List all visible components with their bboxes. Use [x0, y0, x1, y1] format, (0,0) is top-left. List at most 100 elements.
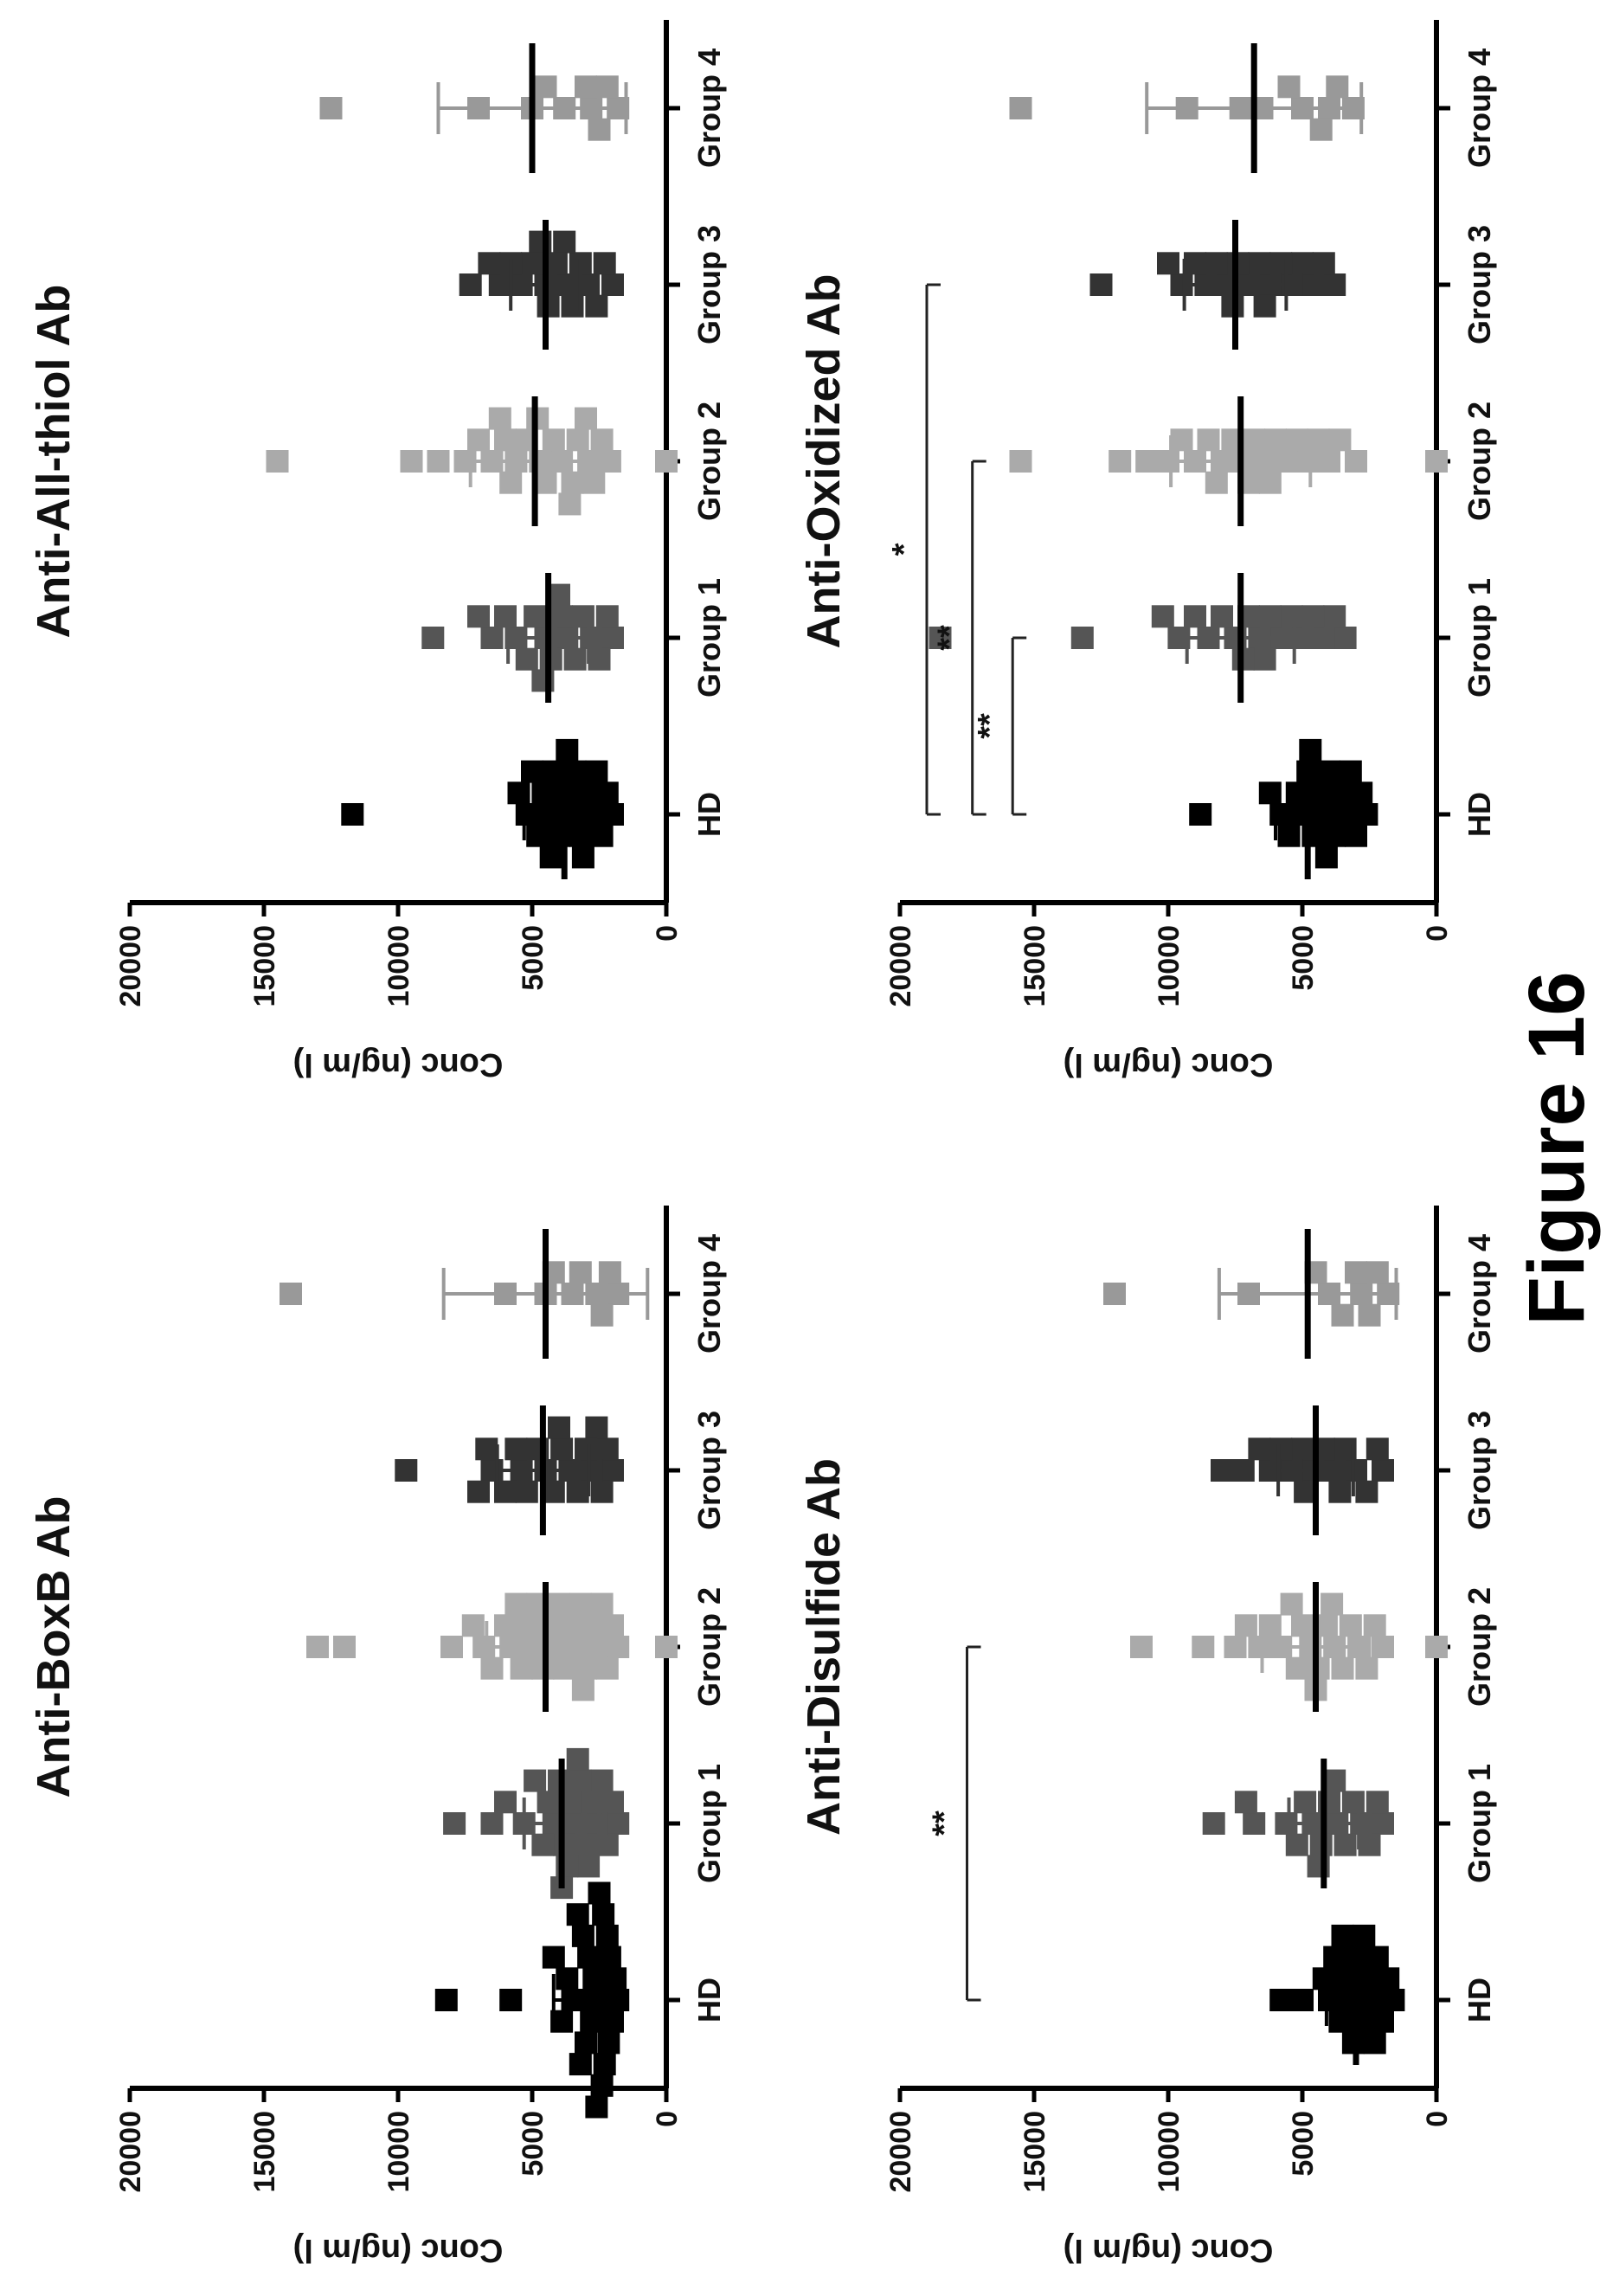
data-point: [515, 1614, 538, 1637]
data-point: [494, 605, 517, 628]
data-point: [1345, 1261, 1367, 1284]
data-point: [571, 846, 594, 869]
data-point: [1301, 605, 1325, 628]
data-point: [575, 1437, 597, 1461]
data-point: [595, 781, 619, 805]
data-point: [1323, 1945, 1346, 1969]
y-tick-label: 5000: [517, 2111, 549, 2177]
data-point: [395, 1459, 418, 1482]
data-point: [1184, 605, 1206, 628]
data-point: [526, 824, 549, 847]
data-point: [494, 1791, 517, 1814]
data-point: [550, 1437, 574, 1461]
data-point: [504, 1592, 528, 1616]
data-point: [1285, 1833, 1308, 1856]
data-point: [1372, 1636, 1394, 1658]
data-point: [590, 1769, 614, 1792]
data-point: [1363, 2031, 1386, 2055]
x-tick-label: Group 1: [1462, 1764, 1497, 1883]
data-point: [1205, 252, 1228, 275]
data-point: [1366, 1791, 1389, 1814]
data-point: [440, 1636, 463, 1658]
chart-title: Anti-BoxB Ab: [28, 1496, 80, 1798]
x-tick-label: HD: [1462, 792, 1497, 837]
data-point: [1253, 294, 1276, 318]
data-point: [1269, 252, 1293, 275]
y-tick-label: 15000: [248, 925, 281, 1007]
data-point: [1275, 1812, 1298, 1835]
data-point: [1109, 450, 1132, 473]
x-tick-label: Group 4: [1462, 48, 1497, 168]
data-point: [590, 2074, 614, 2097]
data-point: [1328, 428, 1352, 452]
x-tick-label: Group 3: [691, 1411, 727, 1530]
data-point: [550, 2010, 574, 2033]
data-point: [1372, 1459, 1394, 1482]
data-point: [537, 1791, 560, 1814]
figure-caption: Figure 16: [1513, 971, 1601, 1325]
data-point: [1243, 1812, 1266, 1835]
y-tick-label: 10000: [1153, 2111, 1186, 2193]
data-point: [306, 1636, 329, 1658]
data-point: [467, 605, 490, 628]
data-point: [1258, 781, 1282, 805]
data-point: [480, 627, 504, 649]
data-point: [1151, 605, 1174, 628]
data-point: [1269, 1437, 1293, 1461]
data-point: [515, 1480, 538, 1503]
data-point: [593, 252, 616, 275]
data-point: [601, 1614, 624, 1637]
data-point: [1345, 1459, 1367, 1482]
data-point: [590, 428, 614, 452]
chart-panel-2: Anti-All-thiol Ab 0 5000 10000 15000 20000 Con…: [28, 20, 727, 1083]
data-point: [566, 1903, 589, 1926]
data-point: [1135, 450, 1159, 473]
data-point: [1167, 627, 1191, 649]
data-point: [1243, 428, 1266, 452]
data-point: [488, 273, 511, 296]
data-point: [1363, 1614, 1386, 1637]
data-point: [1009, 97, 1032, 119]
data-point: [524, 605, 547, 628]
data-point: [534, 75, 557, 99]
data-point: [592, 1903, 615, 1926]
data-point: [580, 1614, 603, 1637]
x-tick-label: Group 2: [691, 402, 727, 521]
data-point: [548, 1416, 570, 1439]
data-point: [504, 1437, 528, 1461]
x-tick-label: Group 4: [691, 48, 727, 168]
data-point: [607, 1636, 630, 1658]
data-point: [1170, 428, 1193, 452]
data-point: [1328, 2010, 1352, 2033]
data-point: [1366, 1261, 1389, 1284]
data-point: [1323, 605, 1346, 628]
data-point: [1321, 1592, 1344, 1616]
y-tick-label: 0: [1421, 2111, 1454, 2127]
data-point: [539, 846, 562, 869]
data-point: [598, 450, 621, 473]
data-point: [571, 605, 594, 628]
data-point: [1307, 428, 1330, 452]
data-point: [569, 1592, 592, 1616]
data-point: [1089, 273, 1113, 296]
data-point: [1358, 1303, 1381, 1327]
y-tick-label: 0: [651, 2111, 684, 2127]
data-point: [561, 471, 584, 494]
data-point: [1294, 1480, 1317, 1503]
data-point: [1285, 428, 1308, 452]
data-point: [548, 1592, 570, 1616]
data-point: [1294, 1791, 1317, 1814]
data-point: [585, 1416, 608, 1439]
data-point: [333, 1636, 356, 1658]
data-point: [1285, 781, 1308, 805]
x-tick-label: Group 1: [691, 1764, 727, 1883]
data-point: [1130, 1636, 1153, 1658]
x-tick-label: Group 1: [691, 578, 727, 698]
data-point: [1234, 1791, 1257, 1814]
data-point: [595, 605, 619, 628]
data-point: [1314, 1614, 1338, 1637]
data-point: [1248, 1437, 1271, 1461]
data-point: [1425, 1636, 1448, 1658]
data-point: [1339, 760, 1362, 783]
data-point: [319, 97, 343, 119]
